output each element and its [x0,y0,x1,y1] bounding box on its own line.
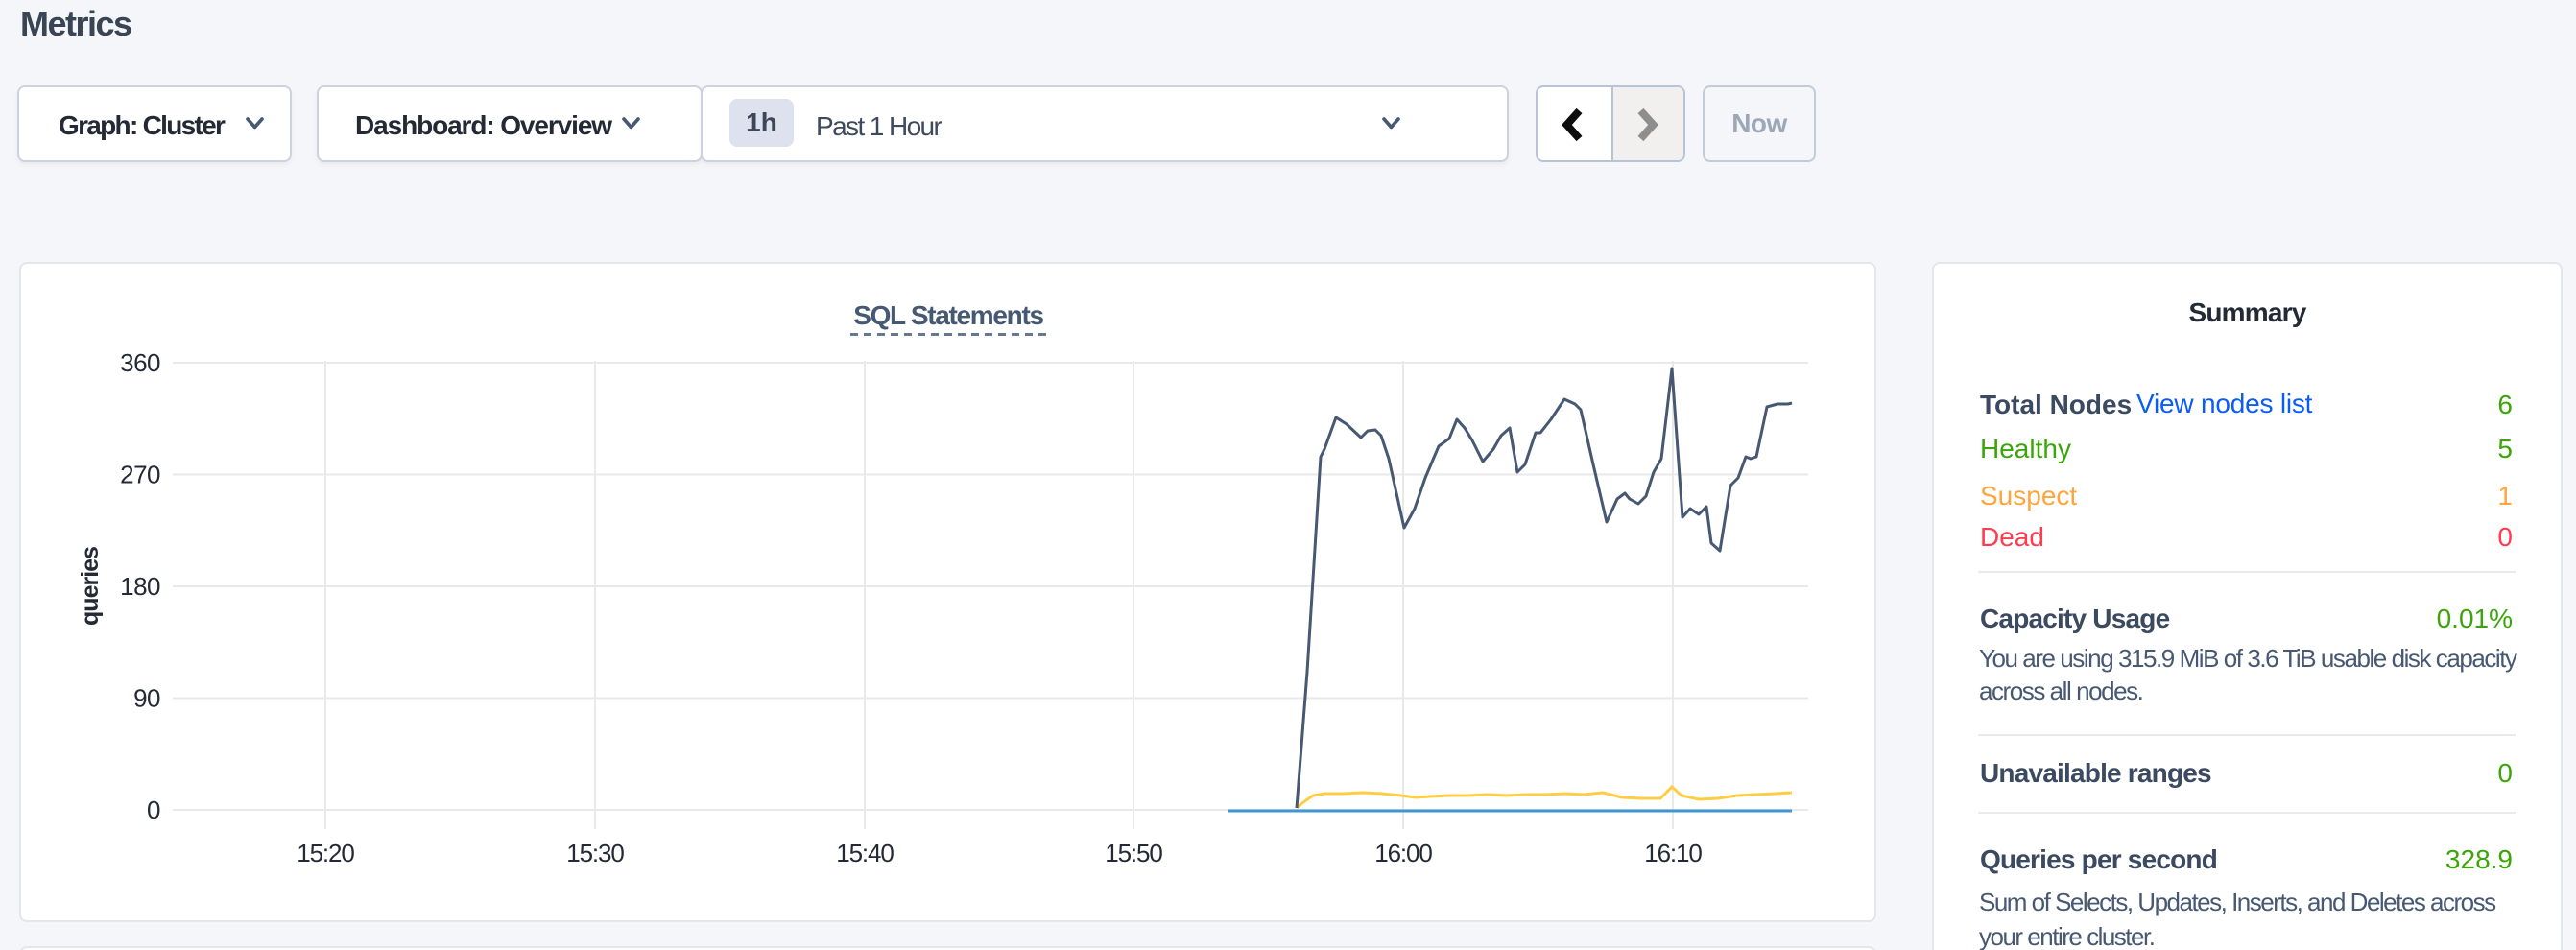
svg-text:15:30: 15:30 [566,839,624,867]
svg-text:180: 180 [120,572,160,601]
svg-text:15:20: 15:20 [297,839,354,867]
svg-text:SQL Statements: SQL Statements [853,300,1043,330]
svg-text:16:10: 16:10 [1644,839,1702,867]
svg-text:15:50: 15:50 [1105,839,1162,867]
svg-text:16:00: 16:00 [1374,839,1432,867]
svg-text:270: 270 [120,461,160,489]
svg-text:360: 360 [120,348,160,377]
svg-text:15:40: 15:40 [836,839,894,867]
svg-text:queries: queries [77,547,104,626]
svg-text:90: 90 [133,684,160,713]
svg-text:0: 0 [147,796,160,824]
